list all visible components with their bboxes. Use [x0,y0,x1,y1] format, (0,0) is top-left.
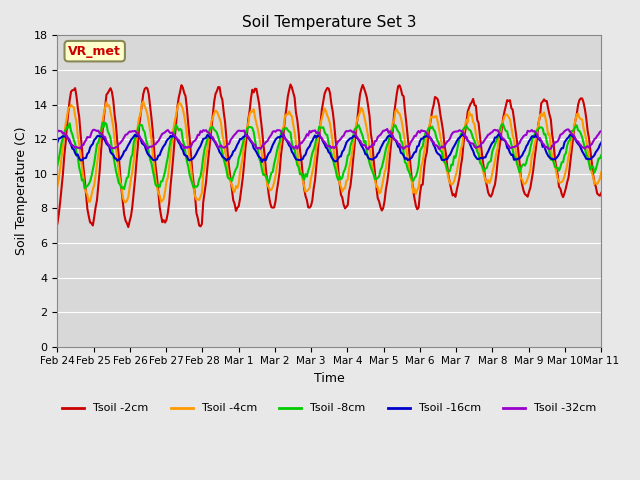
Tsoil -16cm [258,159,266,165]
Tsoil -2cm [287,82,294,87]
Line: Tsoil -16cm: Tsoil -16cm [58,134,601,162]
Tsoil -32cm [399,144,406,150]
Tsoil -4cm [597,169,605,175]
Tsoil -4cm [271,173,279,179]
Tsoil -2cm [232,208,240,214]
Tsoil -16cm [495,131,503,137]
Tsoil -32cm [119,137,127,143]
Tsoil -16cm [447,149,455,155]
Tsoil -8cm [399,140,406,145]
Tsoil -8cm [234,164,241,169]
Line: Tsoil -4cm: Tsoil -4cm [58,101,601,203]
Tsoil -16cm [397,150,404,156]
Tsoil -2cm [399,92,406,98]
Tsoil -2cm [124,224,132,230]
Line: Tsoil -2cm: Tsoil -2cm [58,84,601,227]
Tsoil -4cm [119,195,127,201]
Tsoil -16cm [450,144,458,149]
Tsoil -16cm [270,140,278,145]
Tsoil -8cm [597,152,605,158]
Tsoil -8cm [54,163,61,168]
Legend: Tsoil -2cm, Tsoil -4cm, Tsoil -8cm, Tsoil -16cm, Tsoil -32cm: Tsoil -2cm, Tsoil -4cm, Tsoil -8cm, Tsoi… [58,399,601,418]
Y-axis label: Soil Temperature (C): Soil Temperature (C) [15,127,28,255]
Line: Tsoil -8cm: Tsoil -8cm [58,123,601,189]
Tsoil -8cm [449,162,456,168]
Tsoil -8cm [122,180,129,186]
Tsoil -32cm [269,129,276,134]
Tsoil -32cm [364,146,372,152]
Tsoil -2cm [452,194,460,200]
Title: Soil Temperature Set 3: Soil Temperature Set 3 [242,15,417,30]
Tsoil -32cm [231,132,239,138]
Tsoil -4cm [399,121,406,127]
Tsoil -8cm [120,186,128,192]
Tsoil -32cm [383,126,391,132]
Line: Tsoil -32cm: Tsoil -32cm [58,129,601,149]
Tsoil -4cm [452,173,460,179]
Text: VR_met: VR_met [68,45,121,58]
Tsoil -32cm [54,129,61,134]
Tsoil -16cm [597,140,605,145]
Tsoil -4cm [54,183,61,189]
Tsoil -2cm [449,192,456,198]
Tsoil -32cm [452,129,460,134]
Tsoil -2cm [270,204,278,210]
Tsoil -2cm [54,221,61,227]
Tsoil -2cm [119,200,127,205]
Tsoil -8cm [452,155,460,160]
Tsoil -16cm [231,147,239,153]
Tsoil -32cm [597,128,605,134]
Tsoil -4cm [234,185,241,191]
Tsoil -32cm [449,130,456,136]
Tsoil -16cm [54,139,61,145]
Tsoil -8cm [271,156,279,161]
Tsoil -8cm [101,120,109,126]
Tsoil -2cm [597,190,605,196]
Tsoil -4cm [140,98,147,104]
X-axis label: Time: Time [314,372,345,385]
Tsoil -4cm [122,200,129,205]
Tsoil -16cm [119,152,127,158]
Tsoil -4cm [449,181,456,187]
